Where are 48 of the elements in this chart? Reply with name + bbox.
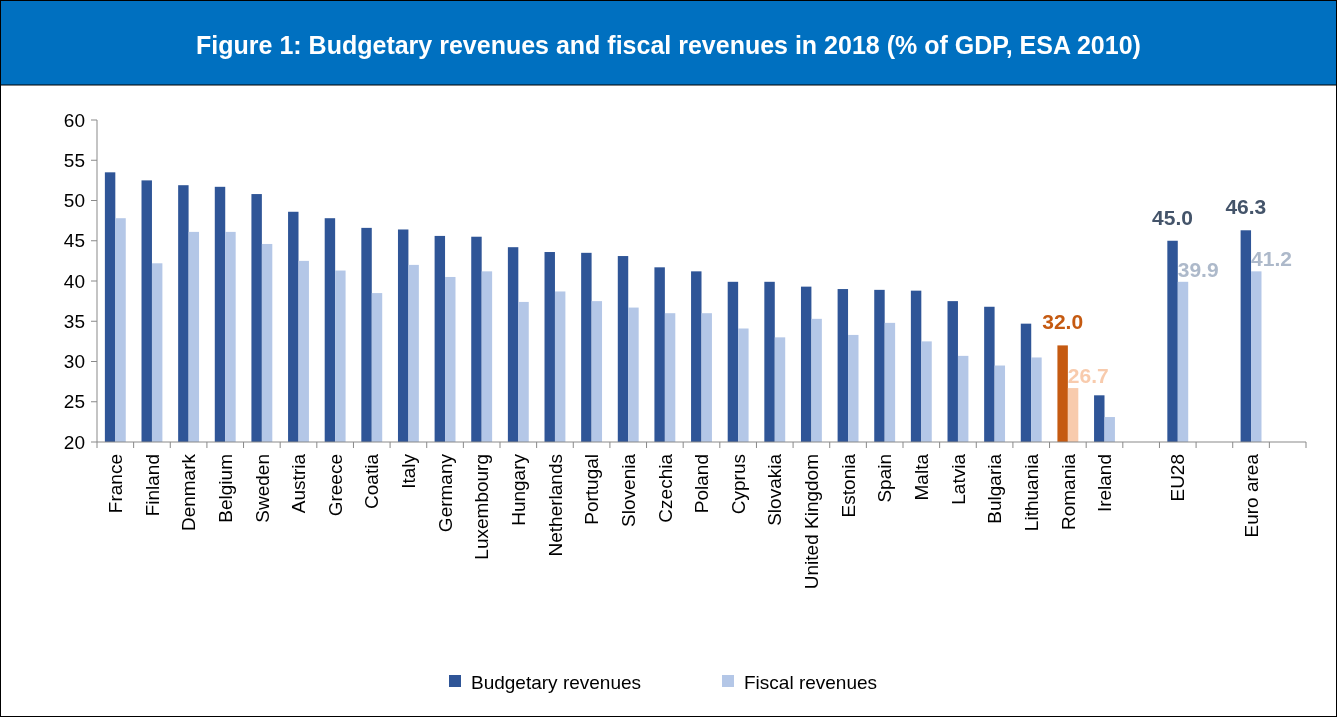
y-tick-label: 40 [63,270,85,292]
x-tick-label: United Kingdom [801,454,823,590]
x-tick-label: EU28 [1167,454,1189,502]
y-tick-label: 25 [63,391,85,413]
data-label: 32.0 [1042,310,1084,334]
y-tick-label: 45 [63,230,85,252]
legend-label: Fiscal revenues [744,671,878,693]
x-tick-label: Greece [324,454,346,517]
y-tick-label: 60 [63,109,85,131]
y-tick-label: 30 [63,351,85,373]
x-tick-label: Lithuania [1020,453,1042,532]
x-tick-label: Latvia [947,453,969,505]
x-tick-label: Belgium [214,454,236,523]
x-tick-label: Sweden [251,454,273,523]
x-tick-label: Czechia [654,453,676,523]
x-tick-label: Romania [1057,453,1079,531]
x-tick-label: Ireland [1094,454,1116,513]
x-tick-label: Bulgaria [984,453,1006,524]
x-tick-label: Italy [398,453,420,489]
x-tick-label: Germany [434,453,456,533]
x-tick-label: France [104,454,126,514]
x-tick-label: Portugal [581,454,603,525]
y-tick-label: 35 [63,310,85,332]
y-tick-label: 50 [63,190,85,212]
legend-label: Budgetary revenues [471,671,642,693]
x-tick-label: Estonia [837,453,859,518]
x-tick-label: Austria [288,453,310,514]
x-tick-label: Cyprus [727,454,749,515]
x-tick-label: Coatia [361,453,383,509]
chart-title: Figure 1: Budgetary revenues and fiscal revenues in 2018 (% of GDP, ESA 2010) [196,31,1141,59]
x-tick-label: Slovakia [764,453,786,526]
x-tick-label: Hungary [507,453,529,526]
data-label: 46.3 [1225,195,1267,219]
data-label: 26.7 [1067,364,1109,388]
x-tick-label: Netherlands [544,454,566,557]
x-tick-label: Finland [141,454,163,517]
x-tick-label: Luxembourg [471,454,493,560]
x-tick-label: Spain [874,454,896,503]
x-tick-label: Euro area [1240,453,1262,538]
x-tick-label: Malta [910,453,932,501]
x-tick-label: Denmark [178,453,200,532]
x-tick-label: Poland [691,454,713,514]
y-tick-label: 55 [63,149,85,171]
y-tick-label: 20 [63,431,85,453]
x-tick-label: Slovenia [617,453,639,527]
data-label: 39.9 [1177,257,1219,281]
data-label: 45.0 [1152,205,1193,229]
data-label: 41.2 [1251,247,1292,271]
